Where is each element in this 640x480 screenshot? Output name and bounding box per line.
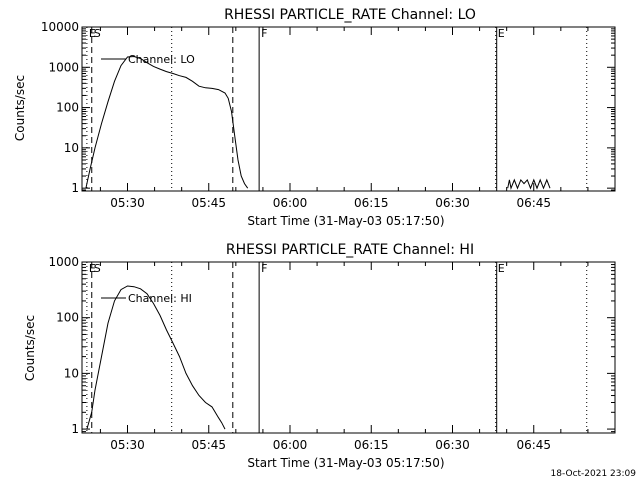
hi-x-tick-label: 05:45	[191, 438, 226, 452]
lo-x-tick-label: 06:00	[273, 196, 308, 210]
panel-hi-plot-frame	[81, 261, 616, 434]
hi-marker-label: E	[498, 262, 505, 275]
lo-marker-label: F	[261, 27, 267, 40]
panel-lo-legend-label: Channel: LO	[128, 53, 195, 66]
lo-x-tick-label: 05:30	[110, 196, 145, 210]
hi-y-tick-label: 1	[71, 422, 79, 436]
panel-lo-x-axis: 05:30 05:45 06:00 06:15 06:30 06:45	[99, 27, 616, 210]
hi-series-line	[86, 285, 226, 430]
hi-marker-label: F	[261, 262, 267, 275]
lo-marker-label: E	[498, 27, 505, 40]
lo-x-tick-label: 06:45	[516, 196, 551, 210]
panel-lo-y-label: Counts/sec	[13, 75, 27, 141]
panel-hi-x-label: Start Time (31-May-03 05:17:50)	[247, 456, 444, 470]
lo-series-line	[85, 55, 249, 189]
hi-marker-label: S	[94, 262, 101, 275]
hi-x-tick-label: 05:30	[110, 438, 145, 452]
panel-hi-series	[86, 285, 226, 430]
hi-marker-label: E	[89, 262, 96, 275]
hi-y-tick-label: 10	[64, 366, 79, 380]
hi-x-tick-label: 06:45	[516, 438, 551, 452]
panel-hi: RHESSI PARTICLE_RATE Channel: HI 1101001…	[23, 242, 616, 470]
panel-lo-title: RHESSI PARTICLE_RATE Channel: LO	[224, 7, 476, 23]
lo-marker-label: S	[94, 27, 101, 40]
panel-lo-plot-frame	[81, 26, 616, 192]
generation-timestamp: 18-Oct-2021 23:09	[551, 469, 637, 479]
panel-lo-y-axis: 1 10 100 1000 10000	[41, 20, 615, 195]
panel-hi-y-axis: 1 10 100 1000	[48, 255, 615, 436]
panel-hi-event-markers: ES F E	[86, 262, 588, 433]
hi-y-tick-label: 1000	[48, 255, 79, 269]
lo-y-tick-label: 10000	[41, 20, 79, 34]
lo-y-tick-label: 100	[56, 101, 79, 115]
panel-hi-x-axis: 05:30 05:45 06:00 06:15 06:30 06:45	[99, 262, 616, 452]
panel-lo-series	[85, 55, 551, 190]
lo-marker-label: E	[89, 27, 96, 40]
hi-x-tick-label: 06:30	[435, 438, 470, 452]
lo-series-line	[507, 178, 551, 190]
panel-lo: RHESSI PARTICLE_RATE Channel: LO 1101001…	[13, 7, 616, 228]
lo-y-tick-label: 1000	[48, 60, 79, 74]
panel-hi-title: RHESSI PARTICLE_RATE Channel: HI	[226, 242, 474, 258]
hi-y-tick-label: 100	[56, 311, 79, 325]
lo-x-tick-label: 06:15	[354, 196, 389, 210]
lo-x-tick-label: 05:45	[191, 196, 226, 210]
panel-lo-event-markers: ES F E	[86, 27, 588, 191]
panel-hi-y-label: Counts/sec	[23, 315, 37, 381]
lo-y-tick-label: 10	[64, 141, 79, 155]
lo-x-tick-label: 06:30	[435, 196, 470, 210]
lo-y-tick-label: 1	[71, 181, 79, 195]
panel-hi-legend-label: Channel: HI	[128, 292, 192, 305]
hi-x-tick-label: 06:15	[354, 438, 389, 452]
panel-lo-x-label: Start Time (31-May-03 05:17:50)	[247, 214, 444, 228]
hi-x-tick-label: 06:00	[273, 438, 308, 452]
